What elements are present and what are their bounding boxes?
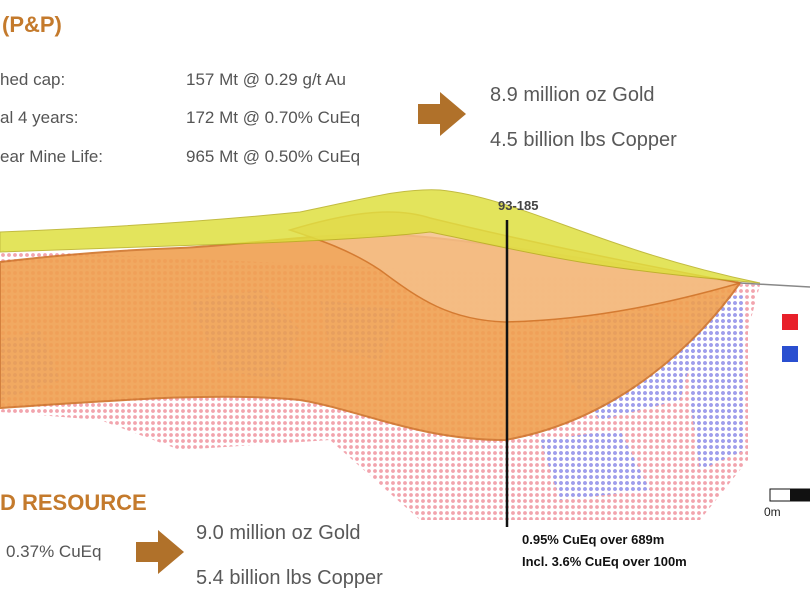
- row-label: ear Mine Life:: [0, 147, 103, 166]
- hole-id: 93-185: [498, 198, 539, 213]
- resource-title: D RESOURCE: [0, 490, 147, 515]
- legend-blue: [782, 346, 798, 362]
- scale-label: 0m: [764, 505, 781, 519]
- resource-total: 5.4 billion lbs Copper: [196, 567, 383, 589]
- arrow: [136, 530, 184, 574]
- legend-red: [782, 314, 798, 330]
- row-label: hed cap:: [0, 70, 66, 89]
- cap-zone: [0, 189, 761, 284]
- intercept: Incl. 3.6% CuEq over 100m: [522, 554, 687, 569]
- resource-total: 9.0 million oz Gold: [196, 522, 361, 544]
- row-value: 172 Mt @ 0.70% CuEq: [186, 108, 361, 127]
- row-label: al 4 years:: [0, 108, 79, 127]
- reserve-total: 8.9 million oz Gold: [490, 84, 655, 106]
- row-value: 965 Mt @ 0.50% CuEq: [186, 147, 361, 166]
- reserves-title: (P&P): [2, 12, 62, 37]
- resource-grade: 0.37% CuEq: [6, 542, 102, 561]
- scale-bar-fill: [790, 489, 810, 501]
- arrow: [418, 92, 466, 136]
- topography: [739, 282, 810, 288]
- row-value: 157 Mt @ 0.29 g/t Au: [186, 70, 346, 89]
- reserve-total: 4.5 billion lbs Copper: [490, 129, 677, 151]
- intercept: 0.95% CuEq over 689m: [522, 532, 665, 547]
